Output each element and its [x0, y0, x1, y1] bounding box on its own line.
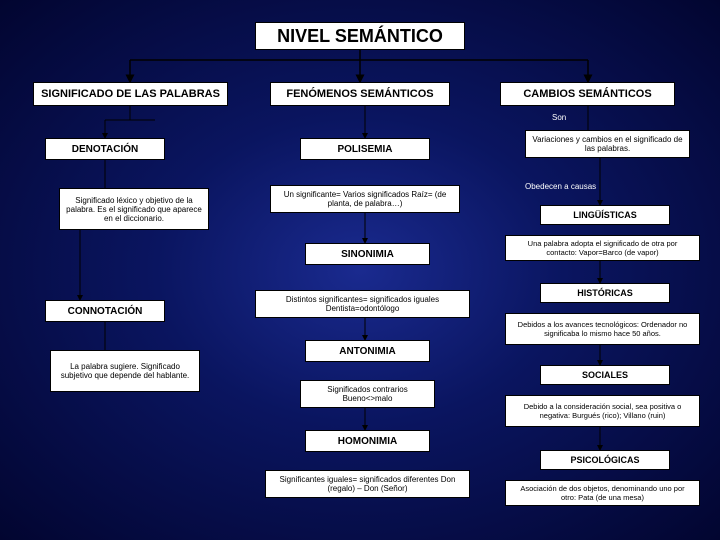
polisemia-desc: Un significante= Varios significados Raí… [270, 185, 460, 213]
sinonimia-desc: Distintos significantes= significados ig… [255, 290, 470, 318]
linguisticas-box: LINGÜÍSTICAS [540, 205, 670, 225]
homonimia-desc: Significantes iguales= significados dife… [265, 470, 470, 498]
historicas-desc: Debidos a los avances tecnológicos: Orde… [505, 313, 700, 345]
head-fenomenos: FENÓMENOS SEMÁNTICOS [270, 82, 450, 106]
historicas-box: HISTÓRICAS [540, 283, 670, 303]
polisemia-box: POLISEMIA [300, 138, 430, 160]
homonimia-box: HOMONIMIA [305, 430, 430, 452]
psicologicas-box: PSICOLÓGICAS [540, 450, 670, 470]
sociales-box: SOCIALES [540, 365, 670, 385]
psicologicas-desc: Asociación de dos objetos, denominando u… [505, 480, 700, 506]
head-significado: SIGNIFICADO DE LAS PALABRAS [33, 82, 228, 106]
head-cambios: CAMBIOS SEMÁNTICOS [500, 82, 675, 106]
connotacion-box: CONNOTACIÓN [45, 300, 165, 322]
denotacion-box: DENOTACIÓN [45, 138, 165, 160]
cambios-intro: Variaciones y cambios en el significado … [525, 130, 690, 158]
title-box: NIVEL SEMÁNTICO [255, 22, 465, 50]
sociales-desc: Debido a la consideración social, sea po… [505, 395, 700, 427]
antonimia-box: ANTONIMIA [305, 340, 430, 362]
antonimia-desc: Significados contrarios Bueno<>malo [300, 380, 435, 408]
connotacion-desc: La palabra sugiere. Significado subjetiv… [50, 350, 200, 392]
linguisticas-desc: Una palabra adopta el significado de otr… [505, 235, 700, 261]
son-label: Son [552, 113, 566, 122]
denotacion-desc: Significado léxico y objetivo de la pala… [59, 188, 209, 230]
obedecen-label: Obedecen a causas [525, 182, 596, 191]
sinonimia-box: SINONIMIA [305, 243, 430, 265]
